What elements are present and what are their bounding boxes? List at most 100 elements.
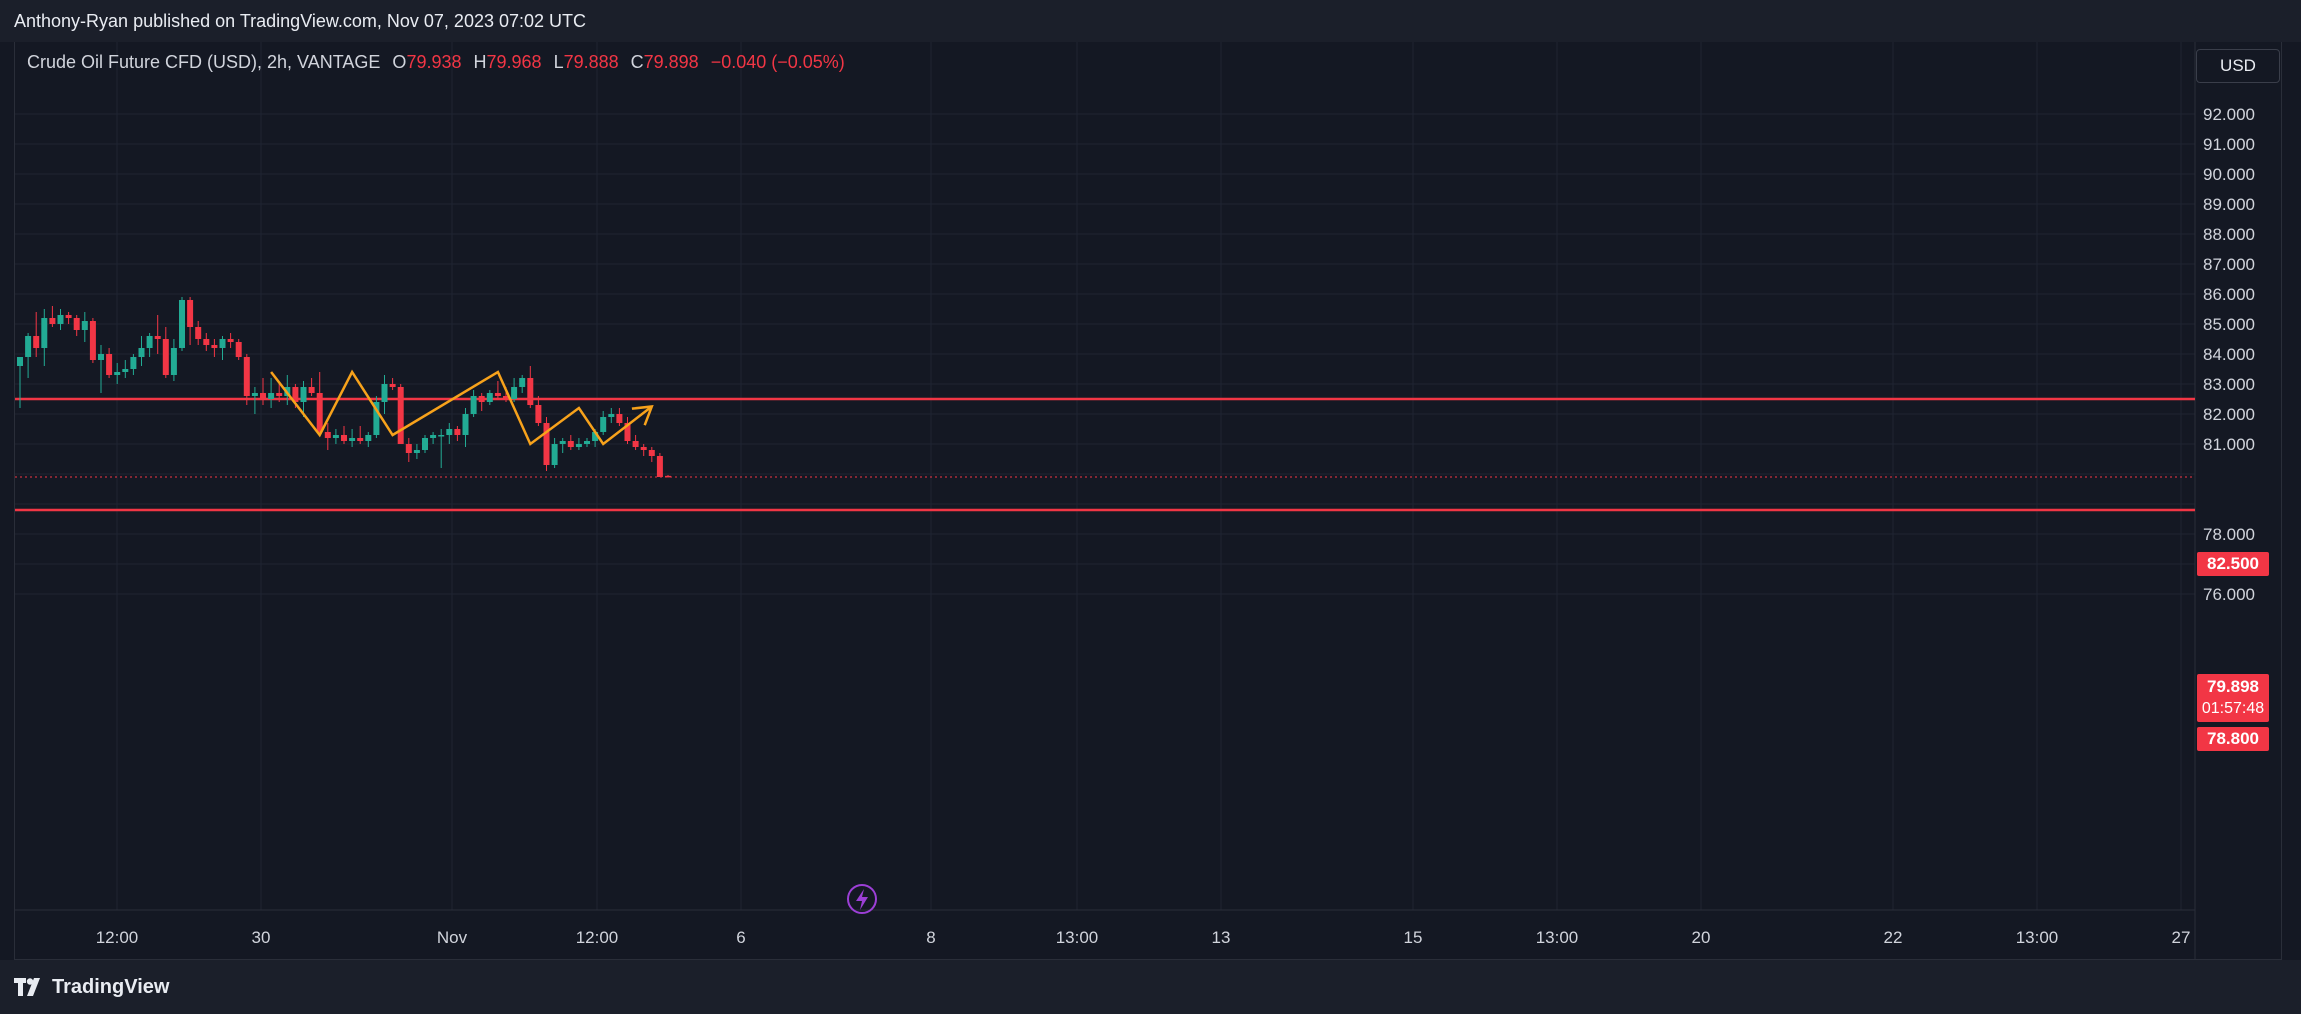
resistance-price-tag: 82.500 xyxy=(2197,552,2269,576)
candle-body xyxy=(592,432,599,441)
candle-body xyxy=(33,336,40,348)
candle-body xyxy=(98,354,104,360)
y-tick-label: 91.000 xyxy=(2203,135,2255,154)
price-chart[interactable]: 92.000 91.000 90.000 89.000 88.000 87.000 86.0… xyxy=(15,42,2283,960)
candle-body xyxy=(260,393,266,399)
candle-body xyxy=(462,414,469,435)
candle-body xyxy=(397,387,404,444)
candle-body xyxy=(154,336,161,339)
candle-body xyxy=(454,429,461,435)
open-value: 79.938 xyxy=(406,52,462,72)
candle-body xyxy=(616,414,623,423)
x-tick-label: 27 xyxy=(2172,928,2191,947)
candle-body xyxy=(179,300,185,348)
candle-body xyxy=(551,444,558,465)
x-tick-label: 13 xyxy=(1212,928,1231,947)
currency-button[interactable]: USD xyxy=(2196,49,2280,83)
tradingview-logo-icon xyxy=(14,978,40,996)
candle-body xyxy=(389,384,396,387)
tradingview-brand: TradingView xyxy=(52,975,170,998)
lightning-bolt-icon xyxy=(856,889,868,910)
publisher-bar: Anthony-Ryan published on TradingView.co… xyxy=(0,0,2301,42)
candle-body xyxy=(122,369,129,372)
candle-body xyxy=(65,315,72,318)
low-value: 79.888 xyxy=(563,52,619,72)
last-price-value: 79.898 xyxy=(2207,677,2259,696)
candle-body xyxy=(494,393,501,396)
change-value: −0.040 (−0.05%) xyxy=(710,52,845,72)
candle-body xyxy=(430,435,437,438)
candle-body xyxy=(268,393,275,399)
x-tick-label: 12:00 xyxy=(96,928,139,947)
candle-body xyxy=(349,438,356,441)
y-tick-label: 78.000 xyxy=(2203,525,2255,544)
candle-body xyxy=(559,441,566,444)
candle-body xyxy=(170,348,177,375)
candle-body xyxy=(114,372,121,375)
x-tick-label: 30 xyxy=(252,928,271,947)
alert-lightning-icon xyxy=(847,884,877,914)
candle-body xyxy=(203,339,210,345)
y-tick-label: 92.000 xyxy=(2203,105,2255,124)
candle-body xyxy=(243,357,250,396)
candle-body xyxy=(57,315,64,324)
candle-body xyxy=(600,417,607,432)
open-label: O xyxy=(392,52,407,72)
candle-body xyxy=(357,438,364,441)
x-tick-label: 20 xyxy=(1692,928,1711,947)
high-label: H xyxy=(473,52,487,72)
tradingview-logo[interactable]: TradingView xyxy=(14,976,169,999)
x-tick-label: Nov xyxy=(437,928,468,947)
candle-body xyxy=(503,396,509,399)
support-price-tag: 78.800 xyxy=(2197,727,2269,751)
zigzag-arrow-head xyxy=(631,405,654,426)
candle-body xyxy=(624,423,631,441)
y-tick-label: 88.000 xyxy=(2203,225,2255,244)
last-price-tag: 79.898 01:57:48 xyxy=(2197,674,2269,722)
y-tick-label: 84.000 xyxy=(2203,345,2255,364)
candle-body xyxy=(405,444,412,453)
x-tick-label: 13:00 xyxy=(1536,928,1579,947)
candle-body xyxy=(575,444,582,447)
candle-body xyxy=(341,435,347,441)
candle-body xyxy=(49,318,56,324)
candle-body xyxy=(300,387,307,402)
candle-body xyxy=(308,387,315,393)
candle-body xyxy=(632,441,639,447)
candle-body xyxy=(446,429,453,435)
candle-body xyxy=(422,438,428,450)
candle-body xyxy=(365,435,372,441)
candle-body xyxy=(195,327,202,339)
candle-body xyxy=(567,441,574,447)
candle-body xyxy=(162,339,169,375)
candle-body xyxy=(324,432,331,438)
candle-body xyxy=(527,378,534,405)
y-tick-label: 82.000 xyxy=(2203,405,2255,424)
y-tick-label: 86.000 xyxy=(2203,285,2255,304)
candle-body xyxy=(584,441,590,444)
candle-body xyxy=(438,435,445,437)
candle-body xyxy=(227,339,234,342)
candle-body xyxy=(73,318,80,330)
y-tick-label: 90.000 xyxy=(2203,165,2255,184)
candle-body xyxy=(665,475,671,478)
candle-body xyxy=(543,423,550,465)
candle-body xyxy=(608,414,615,417)
candle-body xyxy=(187,300,194,327)
x-tick-label: 6 xyxy=(736,928,745,947)
y-tick-label: 87.000 xyxy=(2203,255,2255,274)
candle-body xyxy=(381,384,388,402)
symbol-label[interactable]: Crude Oil Future CFD (USD), 2h, VANTAGE xyxy=(27,52,381,72)
high-value: 79.968 xyxy=(486,52,542,72)
close-label: C xyxy=(630,52,644,72)
candle-body xyxy=(292,387,299,402)
candle-body xyxy=(470,396,477,414)
candle-body xyxy=(211,345,218,348)
candle-body xyxy=(89,321,96,360)
countdown-timer: 01:57:48 xyxy=(2201,700,2265,717)
candle-body xyxy=(648,450,655,456)
publisher-text: Anthony-Ryan published on TradingView.co… xyxy=(14,10,587,31)
low-label: L xyxy=(553,52,564,72)
chart-frame[interactable]: 92.000 91.000 90.000 89.000 88.000 87.000 86.0… xyxy=(14,42,2282,960)
candle-body xyxy=(332,435,339,438)
